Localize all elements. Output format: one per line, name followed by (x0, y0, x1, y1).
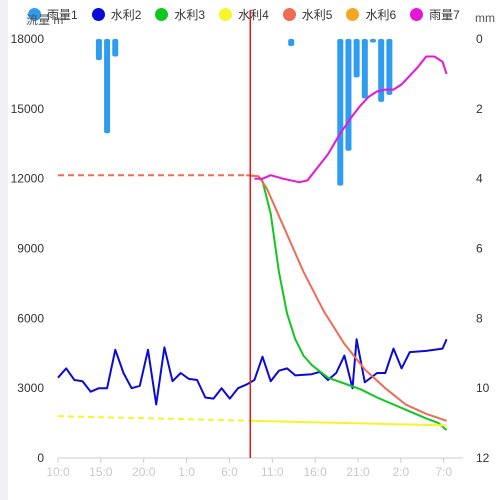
rain-bar (361, 39, 368, 99)
legend-item[interactable]: 水利3 (155, 6, 205, 23)
right-tick-label: 12 (476, 451, 490, 465)
legend-marker-icon (155, 8, 169, 21)
legend-label: 水利4 (238, 8, 269, 22)
series-line (254, 55, 448, 184)
series-line (57, 338, 448, 406)
left-tick-label: 0 (37, 451, 44, 465)
x-tick-label: 2:0 (393, 465, 410, 479)
legend-item[interactable]: 雨量7 (410, 6, 460, 23)
right-axis-title: mm (475, 11, 495, 25)
right-tick-label: 4 (476, 172, 483, 186)
left-axis-title: 流量 m (26, 13, 64, 27)
right-tick-label: 2 (476, 102, 483, 116)
legend-label: 水利2 (110, 8, 142, 22)
x-tick-label: 10:0 (46, 465, 70, 479)
right-tick-label: 0 (476, 32, 483, 46)
legend-marker-icon (28, 8, 41, 21)
legend-marker-icon (346, 8, 360, 21)
left-edge-strip (0, 0, 8, 500)
rain-bar (345, 39, 352, 151)
series-line (257, 175, 448, 431)
legend-marker-icon (282, 8, 296, 21)
legend-item[interactable]: 水利6 (346, 6, 396, 23)
series-line (246, 174, 447, 422)
legend-item[interactable]: 水利2 (91, 6, 142, 23)
x-tick-label: 20:0 (132, 465, 156, 479)
legend-label: 雨量1 (47, 8, 78, 22)
x-tick-label: 16:0 (303, 465, 327, 479)
right-tick-label: 10 (476, 381, 490, 395)
rain-bar (378, 39, 385, 102)
series-line-dashed (57, 415, 251, 422)
legend: 雨量1 水利2 水利3 水利4 水利5 水利6 雨量7 (28, 6, 474, 23)
legend-label: 水利3 (174, 8, 206, 22)
legend-label: 雨量7 (429, 8, 460, 22)
legend-item[interactable]: 水利4 (219, 6, 269, 23)
legend-marker-icon (91, 8, 105, 21)
legend-label: 水利5 (301, 8, 333, 22)
rain-bar (112, 39, 119, 57)
left-tick-label: 15000 (11, 102, 45, 116)
series-line (250, 419, 447, 427)
left-tick-label: 18000 (11, 32, 45, 46)
left-tick-label: 3000 (17, 381, 44, 395)
series-line-dashed (58, 174, 259, 178)
rain-bar (95, 39, 102, 60)
legend-item[interactable]: 雨量1 (28, 6, 78, 23)
x-tick-label: 6:0 (221, 465, 238, 479)
legend-label: 水利6 (365, 8, 397, 22)
legend-marker-icon (410, 8, 424, 21)
left-tick-label: 12000 (11, 172, 45, 186)
rain-bar (353, 39, 360, 78)
rain-bar (337, 39, 344, 186)
left-tick-label: 6000 (17, 311, 44, 325)
x-tick-label: 21:0 (346, 465, 370, 479)
right-tick-label: 8 (476, 311, 483, 325)
x-tick-label: 15:0 (89, 465, 113, 479)
legend-item[interactable]: 水利5 (282, 6, 333, 23)
rain-bar (104, 39, 111, 134)
x-tick-label: 1:0 (178, 465, 195, 479)
x-tick-label: 11:0 (261, 465, 284, 479)
rain-bar (370, 39, 376, 43)
right-tick-label: 6 (476, 242, 483, 256)
rain-bar (386, 39, 393, 95)
x-tick-label: 7:0 (435, 465, 452, 479)
legend-marker-icon (219, 8, 233, 21)
rain-bar (288, 39, 295, 46)
left-tick-label: 9000 (17, 242, 44, 256)
